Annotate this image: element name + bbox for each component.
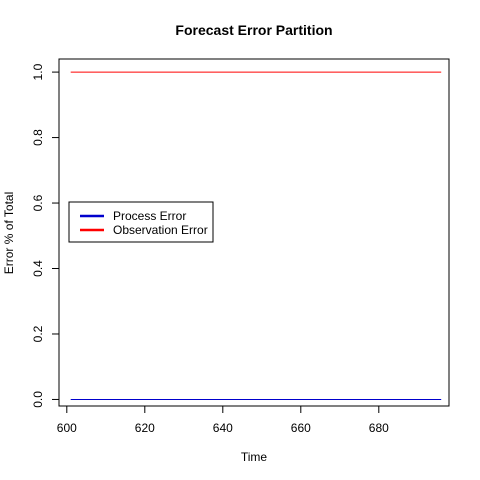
y-tick-label: 0.2 bbox=[31, 325, 45, 342]
x-tick-label: 680 bbox=[369, 421, 389, 435]
x-tick-label: 640 bbox=[213, 421, 233, 435]
y-axis: 0.0 0.2 0.4 0.6 0.8 1.0 bbox=[31, 63, 60, 408]
x-axis-label: Time bbox=[241, 450, 268, 464]
y-tick-label: 1.0 bbox=[31, 63, 45, 80]
x-tick-label: 600 bbox=[57, 421, 77, 435]
y-tick-label: 0.0 bbox=[31, 391, 45, 408]
legend-box bbox=[68, 201, 214, 243]
legend-label-0: Process Error bbox=[113, 209, 186, 223]
y-axis-label: Error % of Total bbox=[2, 192, 16, 274]
legend-label-1: Observation Error bbox=[113, 223, 208, 237]
y-tick-label: 0.6 bbox=[31, 194, 45, 211]
y-tick-label: 0.4 bbox=[31, 260, 45, 277]
x-axis: 600 620 640 660 680 bbox=[57, 405, 389, 435]
x-tick-label: 620 bbox=[135, 421, 155, 435]
x-tick-label: 660 bbox=[291, 421, 311, 435]
series-layer bbox=[70, 71, 442, 400]
chart-title: Forecast Error Partition bbox=[175, 22, 332, 38]
y-tick-label: 0.8 bbox=[31, 129, 45, 146]
